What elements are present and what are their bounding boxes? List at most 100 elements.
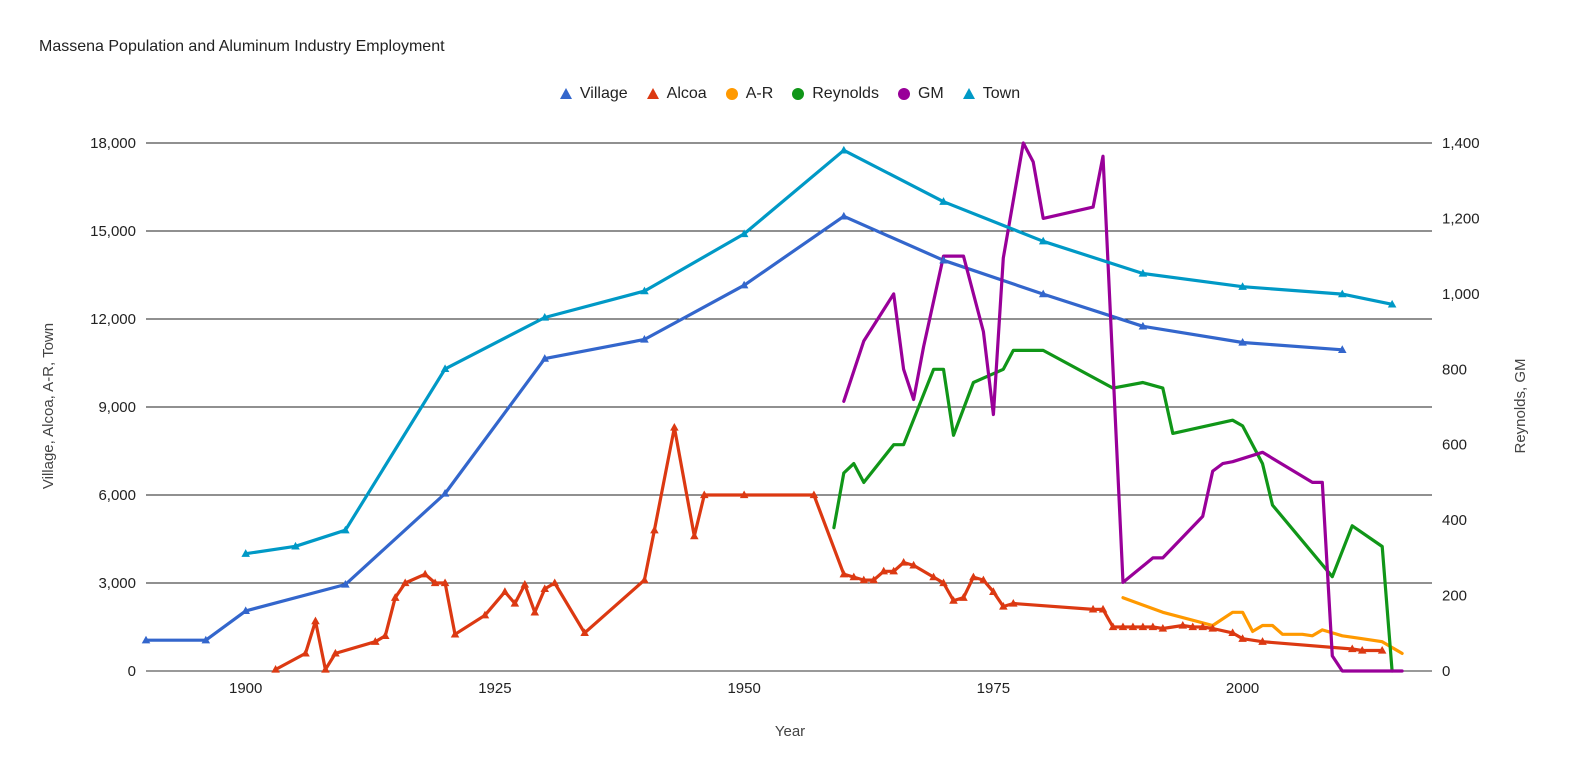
- series-lines: [144, 141, 1404, 673]
- data-point-alcoa: [739, 490, 749, 499]
- y-right-tick-label: 1,200: [1442, 210, 1480, 227]
- data-point-town: [1238, 282, 1247, 290]
- data-point-alcoa: [949, 596, 958, 604]
- data-point-alcoa: [500, 587, 510, 595]
- data-point-alcoa: [440, 578, 450, 587]
- data-point-alcoa: [301, 648, 310, 657]
- data-point-alcoa: [1009, 599, 1018, 607]
- legend-label: Village: [579, 85, 628, 102]
- data-point-town: [839, 145, 849, 154]
- data-point-village: [1338, 345, 1347, 353]
- y-left-tick-label: 12,000: [90, 311, 136, 328]
- data-point-alcoa: [640, 575, 649, 584]
- data-point-alcoa: [939, 578, 948, 587]
- data-point-alcoa: [1158, 623, 1168, 632]
- data-point-village: [201, 635, 211, 644]
- data-point-alcoa: [929, 572, 938, 581]
- x-axis-title: Year: [775, 723, 805, 740]
- data-point-village: [1238, 337, 1247, 346]
- data-point-alcoa: [670, 423, 679, 431]
- data-point-town: [939, 197, 948, 205]
- chart-title: Massena Population and Aluminum Industry…: [39, 38, 445, 55]
- data-point-alcoa: [400, 578, 410, 587]
- y-right-tick-label: 800: [1442, 361, 1467, 378]
- data-point-alcoa: [1377, 645, 1387, 654]
- data-point-alcoa: [311, 616, 320, 625]
- data-point-alcoa: [380, 631, 390, 639]
- data-point-village: [141, 635, 151, 644]
- legend-label: Town: [982, 85, 1021, 102]
- triangle-marker-icon: [646, 88, 659, 99]
- data-point-village: [939, 255, 948, 264]
- data-point-alcoa: [420, 569, 430, 578]
- y-right-tick-label: 400: [1442, 512, 1467, 529]
- legend-label: GM: [917, 85, 944, 102]
- circle-marker-icon: [792, 88, 805, 100]
- data-point-alcoa: [879, 566, 888, 575]
- data-point-alcoa: [271, 665, 280, 673]
- data-point-town: [540, 313, 550, 321]
- data-point-village: [1038, 289, 1048, 298]
- data-point-alcoa: [371, 637, 380, 645]
- triangle-marker-icon: [962, 88, 975, 99]
- data-point-town: [1338, 289, 1347, 298]
- legend-item-alcoa: Alcoa: [646, 85, 707, 103]
- data-point-town: [291, 541, 300, 550]
- x-tick-label: 1925: [478, 680, 511, 697]
- data-point-village: [839, 211, 849, 220]
- y-axis-left-title: Village, Alcoa, A-R, Town: [40, 323, 57, 489]
- data-point-village: [1138, 321, 1148, 330]
- legend-item-reynolds: Reynolds: [791, 85, 879, 103]
- data-point-alcoa: [530, 607, 540, 616]
- data-point-village: [540, 354, 550, 362]
- data-point-alcoa: [979, 575, 988, 584]
- series-line-reynolds: [832, 348, 1394, 673]
- gridlines: [146, 142, 1432, 672]
- y-left-tick-label: 18,000: [90, 135, 136, 152]
- data-point-alcoa: [869, 575, 879, 584]
- legend-label: Alcoa: [666, 85, 707, 102]
- data-point-alcoa: [1198, 622, 1207, 631]
- legend-label: Reynolds: [812, 85, 879, 102]
- data-point-alcoa: [809, 490, 819, 499]
- y-left-tick-label: 9,000: [98, 399, 136, 416]
- data-point-alcoa: [650, 525, 659, 534]
- legend-label: A-R: [745, 85, 774, 102]
- x-tick-label: 1900: [229, 680, 262, 697]
- data-point-alcoa: [390, 593, 400, 601]
- legend-item-a-r: A-R: [725, 85, 774, 103]
- data-point-alcoa: [1178, 621, 1188, 629]
- data-point-alcoa: [690, 531, 699, 540]
- data-point-alcoa: [331, 648, 340, 657]
- data-point-village: [241, 606, 250, 615]
- y-left-tick-label: 6,000: [98, 487, 136, 504]
- data-point-alcoa: [989, 587, 998, 595]
- data-point-alcoa: [849, 572, 859, 581]
- data-point-town: [1038, 236, 1048, 245]
- data-point-town: [640, 286, 649, 295]
- y-left-tick-label: 15,000: [90, 223, 136, 240]
- data-point-alcoa: [1357, 645, 1367, 654]
- circle-marker-icon: [897, 88, 910, 100]
- data-point-town: [241, 549, 250, 557]
- data-point-alcoa: [1258, 637, 1267, 645]
- data-point-alcoa: [959, 593, 968, 601]
- data-point-alcoa: [1088, 604, 1098, 613]
- data-point-alcoa: [1188, 622, 1198, 631]
- y-right-tick-label: 1,400: [1442, 135, 1480, 152]
- data-point-town: [739, 229, 749, 238]
- data-point-town: [1387, 299, 1397, 308]
- data-point-town: [341, 525, 350, 534]
- y-right-tick-label: 1,000: [1442, 286, 1480, 303]
- y-right-tick-label: 600: [1442, 437, 1467, 454]
- axes: 0 3,000 6,000 9,000 12,000 15,000 18,000 0 200 40…: [90, 135, 1479, 697]
- series-markers: [141, 145, 1397, 673]
- legend-item-town: Town: [962, 85, 1020, 103]
- data-point-alcoa: [699, 490, 709, 499]
- series-line-a-r: [1121, 596, 1404, 656]
- series-line-town: [244, 148, 1394, 556]
- data-point-alcoa: [550, 578, 560, 587]
- data-point-alcoa: [1148, 622, 1158, 631]
- x-tick-label: 2000: [1226, 680, 1259, 697]
